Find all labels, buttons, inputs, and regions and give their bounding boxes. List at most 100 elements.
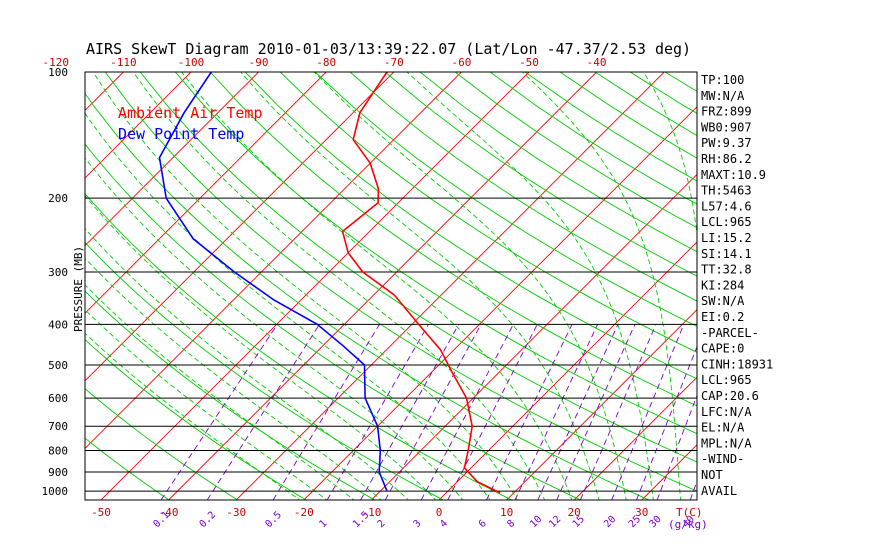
top-temperature-tick-label: -60 <box>451 56 471 69</box>
mixing-ratio-line <box>579 324 657 500</box>
sounding-series <box>158 72 501 494</box>
pressure-tick-label: 200 <box>48 192 68 205</box>
mixing-ratio-line <box>206 324 320 500</box>
mixing-ratio-line <box>514 324 599 500</box>
mixing-ratio-unit-label: (g/kg) <box>668 518 708 531</box>
bottom-temperature-tick-label: -20 <box>294 506 314 519</box>
stability-index-entry: MW:N/A <box>701 89 745 103</box>
pressure-tick-label: 1000 <box>42 485 69 498</box>
isotherm-line <box>100 72 530 500</box>
bottom-temperature-tick-label: -10 <box>361 506 381 519</box>
bottom-temperature-tick-label: 0 <box>436 506 443 519</box>
isotherm-line <box>85 72 462 450</box>
stability-index-entry: AVAIL <box>701 484 737 498</box>
dry-adiabat-line <box>314 72 697 327</box>
moist-adiabat-line <box>85 332 301 500</box>
stability-index-entry: -PARCEL- <box>701 326 759 340</box>
dry-adiabat-line <box>244 72 697 380</box>
mixing-ratio-tick-label: 3 <box>412 518 424 530</box>
moist-adiabat-line <box>522 72 681 500</box>
mixing-ratio-line <box>326 324 429 500</box>
pressure-tick-labels: 100 200 300 400 500 600 700 800 900 1000 <box>42 66 69 498</box>
stability-index-entry: EI:0.2 <box>701 310 744 324</box>
chart-title: AIRS SkewT Diagram 2010-01-03/13:39:22.0… <box>86 40 691 58</box>
stability-index-entry: NOT <box>701 468 723 482</box>
pressure-tick-label: 900 <box>48 466 68 479</box>
moist-adiabat-line <box>85 194 437 500</box>
dry-adiabat-line <box>279 72 697 353</box>
isotherm-line <box>0 72 56 500</box>
legend: Ambient Air Temp Dew Point Temp <box>118 104 263 143</box>
mixing-ratio-line <box>447 324 538 500</box>
stability-index-entry: CAPE:0 <box>701 342 744 356</box>
isotherm-line <box>438 241 697 500</box>
mixing-ratio-tick-label: 0.2 <box>198 510 219 531</box>
top-temperature-tick-label: -70 <box>384 56 404 69</box>
moist-adiabat-line <box>85 227 410 500</box>
moist-adiabat-line <box>240 72 600 500</box>
dry-adiabat-line <box>735 72 870 502</box>
stability-index-entry: CINH:18931 <box>701 357 773 371</box>
isotherm-line <box>303 106 697 500</box>
mixing-ratio-tick-label: 30 <box>647 514 663 530</box>
mixing-ratio-line <box>556 324 636 500</box>
bottom-temperature-tick-label: 20 <box>568 506 581 519</box>
top-temperature-tick-labels: -120 -110 -100 -90 -80 -70 -60 -50 -40 <box>43 56 607 69</box>
dry-adiabat-line <box>384 72 697 277</box>
mixing-ratio-tick-label: 1 <box>317 518 329 530</box>
mixing-ratio-line <box>656 394 697 500</box>
top-temperature-tick-label: -40 <box>587 56 607 69</box>
top-temperature-tick-label: -90 <box>249 56 269 69</box>
mixing-ratio-tick-label: 2 <box>376 518 388 530</box>
mixing-ratio-line <box>420 324 514 500</box>
stability-index-entry: L57:4.6 <box>701 199 752 213</box>
bottom-temperature-tick-label: 30 <box>635 506 648 519</box>
dry-adiabat-line <box>664 72 697 92</box>
pressure-tick-label: 500 <box>48 359 68 372</box>
stability-index-entry: TT:32.8 <box>701 263 752 277</box>
stability-index-entry: LFC:N/A <box>701 405 752 419</box>
moist-adiabat-line <box>85 309 328 500</box>
mixing-ratio-line <box>384 324 482 500</box>
dew-point-line <box>158 72 388 492</box>
isotherm-line <box>573 376 697 500</box>
mixing-ratio-lines <box>160 324 697 500</box>
stability-index-entry: -WIND- <box>701 452 744 466</box>
top-temperature-tick-label: -120 <box>43 56 70 69</box>
isotherm-line <box>235 72 665 500</box>
mixing-ratio-line <box>636 345 697 500</box>
top-temperature-tick-label: -110 <box>110 56 137 69</box>
isotherm-line <box>777 72 870 500</box>
pressure-tick-label: 400 <box>48 318 68 331</box>
isobar-lines <box>85 71 697 492</box>
dry-adiabat-line <box>840 72 870 502</box>
mixing-ratio-tick-label: 12 <box>547 514 563 530</box>
mixing-ratio-tick-label: 20 <box>602 514 618 530</box>
moist-adiabat-line <box>406 72 654 500</box>
stability-index-entry: MPL:N/A <box>701 436 752 450</box>
mixing-ratio-tick-label: 6 <box>477 518 489 530</box>
x-axis-label: T(C) <box>676 506 703 519</box>
moist-adiabat-line <box>313 72 627 500</box>
stability-index-entry: PW:9.37 <box>701 136 752 150</box>
bottom-temperature-tick-label: -30 <box>226 506 246 519</box>
dry-adiabat-line <box>805 72 870 502</box>
isotherm-line <box>85 72 124 112</box>
bottom-temperature-tick-label: -50 <box>91 506 111 519</box>
mixing-ratio-tick-label: 8 <box>505 518 517 530</box>
stability-index-entry: RH:86.2 <box>701 152 752 166</box>
mixing-ratio-tick-label: 4 <box>438 518 450 530</box>
stability-index-entry: SI:14.1 <box>701 247 752 261</box>
bottom-temperature-tick-labels: -50 -40 -30 -20 -10 0 10 20 30 <box>91 506 648 519</box>
bottom-temperature-tick-label: 10 <box>500 506 513 519</box>
stability-index-entry: LI:15.2 <box>701 231 752 245</box>
mixing-ratio-line <box>486 324 573 500</box>
stability-index-entry: SW:N/A <box>701 294 745 308</box>
dry-adiabat-line <box>524 72 697 182</box>
dry-adiabat-line <box>209 72 697 407</box>
mixing-ratio-line <box>160 324 278 500</box>
mixing-ratio-tick-label: 10 <box>528 514 544 530</box>
mixing-ratio-tick-label: 0.5 <box>263 510 284 531</box>
